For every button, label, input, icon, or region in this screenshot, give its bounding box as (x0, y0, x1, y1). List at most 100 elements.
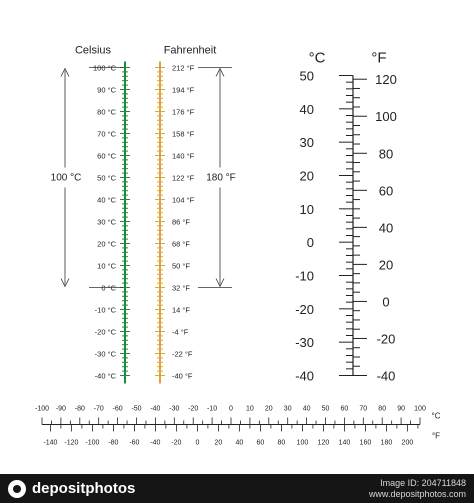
horizontal-fahrenheit-label: 60 (257, 440, 265, 447)
horizontal-celsius-label: -90 (56, 406, 66, 413)
horizontal-fahrenheit-label: -40 (150, 440, 160, 447)
horizontal-fahrenheit-label: 140 (339, 440, 351, 447)
horizontal-fahrenheit-label: -60 (129, 440, 139, 447)
ruler-fahrenheit-label: 120 (375, 72, 397, 87)
horizontal-fahrenheit-label: 160 (360, 440, 372, 447)
horizontal-fahrenheit-label: 120 (318, 440, 330, 447)
horizontal-fahrenheit-label: -120 (64, 440, 78, 447)
celsius-bar (120, 61, 130, 384)
brand-icon (8, 479, 26, 498)
celsius-span-arrow (60, 67, 70, 288)
fahrenheit-label: 176 °F (172, 108, 195, 117)
fahrenheit-label: 104 °F (172, 196, 195, 205)
horizontal-fahrenheit-label: 0 (195, 440, 199, 447)
horizontal-fahrenheit-label: -100 (85, 440, 99, 447)
ruler-fahrenheit-label: 40 (379, 220, 393, 235)
ruler-celsius-labels: 50 40 30 20 10 0 -10 -20 -30 -40 (295, 69, 314, 384)
horizontal-celsius-label: -60 (113, 406, 123, 413)
horizontal-celsius-label: 40 (303, 406, 311, 413)
ruler-fahrenheit-ticks (353, 78, 367, 376)
vertical-dual-scale: Celsius Fahrenheit 100 °C 90 °C 80 °C 70 °C… (51, 45, 236, 384)
fahrenheit-label: -4 °F (172, 328, 189, 337)
ruler-celsius-label: 30 (300, 135, 314, 150)
ruler-celsius-ticks (339, 75, 353, 376)
celsius-label: -10 °C (95, 306, 117, 315)
ruler-celsius-label: 40 (300, 102, 314, 117)
horizontal-fahrenheit-labels: -140 -120 -100 -80 -60 -40 -20 0 20 40 60 80 100 120 1… (43, 440, 413, 447)
celsius-label: 10 °C (97, 262, 116, 271)
fahrenheit-span-label: 180 °F (206, 173, 236, 184)
fahrenheit-label: 86 °F (172, 218, 190, 227)
horizontal-celsius-label: -40 (150, 406, 160, 413)
ruler-fahrenheit-label: 20 (379, 257, 393, 272)
ruler-fahrenheit-label: 60 (379, 183, 393, 198)
celsius-label: 50 °C (97, 174, 116, 183)
celsius-label: 30 °C (97, 218, 116, 227)
ruler-fahrenheit-label: -20 (377, 331, 396, 346)
ruler-celsius-label: -30 (295, 335, 314, 350)
horizontal-celsius-label: 0 (229, 406, 233, 413)
horizontal-fahrenheit-label: 100 (297, 440, 309, 447)
horizontal-fahrenheit-label: 40 (236, 440, 244, 447)
fahrenheit-label: 212 °F (172, 64, 195, 73)
horizontal-celsius-label: -80 (75, 406, 85, 413)
brand-name: depositphotos (32, 480, 136, 497)
horizontal-celsius-label: -100 (35, 406, 49, 413)
fahrenheit-label: 122 °F (172, 174, 195, 183)
celsius-label: 0 °C (101, 284, 116, 293)
celsius-label: 70 °C (97, 130, 116, 139)
horizontal-fahrenheit-unit: °F (432, 432, 440, 441)
fahrenheit-label: 140 °F (172, 152, 195, 161)
ruler-celsius-label: -40 (295, 369, 314, 384)
ruler-fahrenheit-labels: 120 100 80 60 40 20 0 -20 -40 (375, 72, 397, 383)
horizontal-celsius-label: 50 (322, 406, 330, 413)
horizontal-celsius-label: 80 (378, 406, 386, 413)
ruler-celsius-label: 0 (307, 235, 314, 250)
horizontal-celsius-ticks (41, 417, 421, 425)
ruler-celsius-label: 20 (300, 169, 314, 184)
horizontal-celsius-label: 90 (397, 406, 405, 413)
horizontal-fahrenheit-label: 20 (215, 440, 223, 447)
horizontal-celsius-label: 30 (284, 406, 292, 413)
ruler-fahrenheit-label: 100 (375, 109, 397, 124)
horizontal-celsius-label: 100 (414, 406, 426, 413)
fahrenheit-label: -22 °F (172, 350, 193, 359)
fahrenheit-label: 32 °F (172, 284, 190, 293)
horizontal-fahrenheit-label: 80 (278, 440, 286, 447)
fahrenheit-span-arrow (215, 67, 225, 288)
horizontal-celsius-label: 60 (341, 406, 349, 413)
ruler-fahrenheit-label: 80 (379, 146, 393, 161)
horizontal-celsius-label: -70 (94, 406, 104, 413)
fahrenheit-label: 68 °F (172, 240, 190, 249)
fahrenheit-label: 14 °F (172, 306, 190, 315)
horizontal-celsius-labels: -100 -90 -80 -70 -60 -50 -40 -30 -20 -10 0 10 20 30 40… (35, 406, 426, 413)
horizontal-celsius-label: -10 (207, 406, 217, 413)
watermark-footer: depositphotos Image ID: 204711848 www.de… (0, 474, 474, 503)
fahrenheit-bar (155, 61, 165, 384)
ruler-fahrenheit-label: 0 (382, 294, 389, 309)
fahrenheit-labels: 212 °F 194 °F 176 °F 158 °F 140 °F 122 °F 104 … (172, 64, 195, 381)
footer-info: Image ID: 204711848 www.depositphotos.co… (369, 478, 466, 500)
horizontal-fahrenheit-label: -80 (108, 440, 118, 447)
horizontal-celsius-label: 10 (246, 406, 254, 413)
celsius-label: -40 °C (95, 372, 117, 381)
celsius-label: 90 °C (97, 86, 116, 95)
ruler-celsius-label: -20 (295, 302, 314, 317)
brand-logo: depositphotos (8, 479, 136, 498)
horizontal-scale: -100 -90 -80 -70 -60 -50 -40 -30 -20 -10 0 10 20 30 40… (35, 406, 441, 447)
horizontal-celsius-label: 70 (359, 406, 367, 413)
celsius-title: Celsius (75, 45, 112, 57)
ruler-celsius-label: 10 (300, 202, 314, 217)
horizontal-celsius-label: -50 (131, 406, 141, 413)
celsius-label: 60 °C (97, 152, 116, 161)
celsius-labels: 100 °C 90 °C 80 °C 70 °C 60 °C 50 °C 40 °C 30 °… (93, 64, 117, 381)
horizontal-celsius-label: 20 (265, 406, 273, 413)
celsius-label: -30 °C (95, 350, 117, 359)
celsius-label: 80 °C (97, 108, 116, 117)
fahrenheit-label: 50 °F (172, 262, 190, 271)
horizontal-fahrenheit-label: 200 (402, 440, 414, 447)
image-id: Image ID: 204711848 (380, 477, 466, 488)
horizontal-celsius-unit: °C (432, 412, 441, 421)
